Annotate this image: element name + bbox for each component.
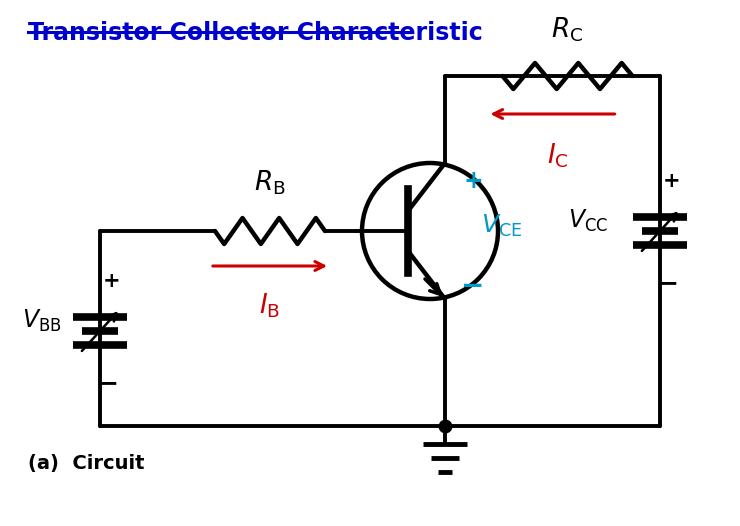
Text: −: − xyxy=(461,272,485,300)
Text: +: + xyxy=(103,271,121,291)
Text: $V_{\rm CC}$: $V_{\rm CC}$ xyxy=(568,208,608,234)
Text: $R_{\rm B}$: $R_{\rm B}$ xyxy=(254,168,286,197)
Text: +: + xyxy=(663,171,681,191)
Text: $V_{\rm CE}$: $V_{\rm CE}$ xyxy=(481,213,522,239)
Text: $I_{\rm B}$: $I_{\rm B}$ xyxy=(260,292,280,320)
Text: $V_{\rm BB}$: $V_{\rm BB}$ xyxy=(22,308,62,334)
Text: (a)  Circuit: (a) Circuit xyxy=(28,454,144,473)
Text: Transistor Collector Characteristic: Transistor Collector Characteristic xyxy=(28,21,482,45)
Text: $I_{\rm C}$: $I_{\rm C}$ xyxy=(547,142,568,170)
Text: −: − xyxy=(658,271,679,295)
Text: $R_{\rm C}$: $R_{\rm C}$ xyxy=(551,15,584,44)
Text: −: − xyxy=(98,371,118,395)
Text: +: + xyxy=(463,169,483,193)
